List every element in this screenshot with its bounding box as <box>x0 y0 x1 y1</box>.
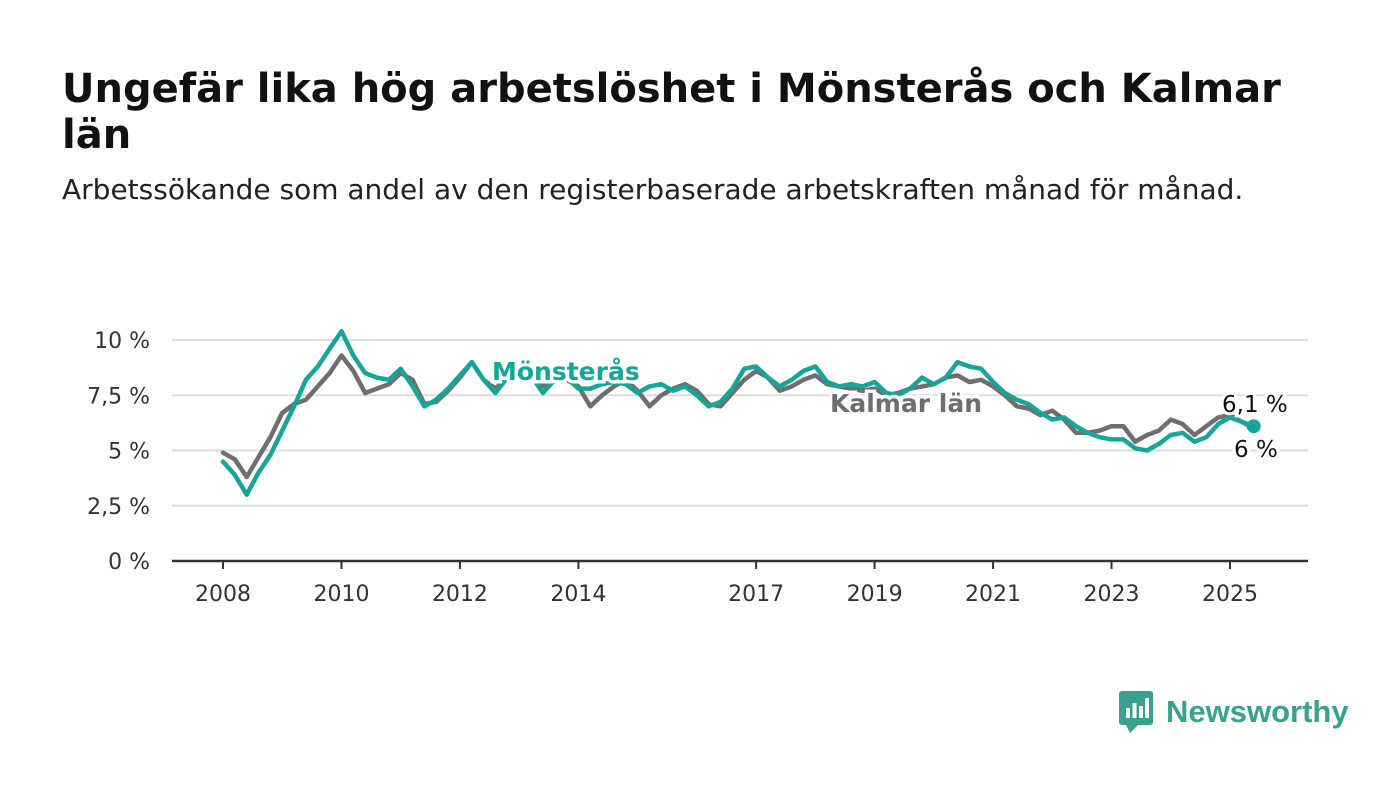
series-label-monsteras: Mönsterås <box>492 357 640 386</box>
y-tick-label: 7,5 % <box>87 384 150 409</box>
x-tick-label: 2017 <box>728 582 784 607</box>
series-labels: Mönsterås Kalmar län 6,1 % 6 % <box>489 354 1291 467</box>
x-tick-label: 2023 <box>1084 582 1140 607</box>
y-tick-label: 0 % <box>108 550 150 575</box>
end-value-label-kalmar-lan: 6 % <box>1234 437 1278 463</box>
series-label-kalmar-lan: Kalmar län <box>830 389 982 418</box>
x-tick-label: 2010 <box>313 582 369 607</box>
x-tick-label: 2008 <box>195 582 251 607</box>
brand-name: Newsworthy <box>1166 694 1349 729</box>
x-tick-label: 2014 <box>550 582 606 607</box>
x-tick-label: 2021 <box>965 582 1021 607</box>
series-end-marker <box>1246 419 1261 434</box>
x-tick-label: 2019 <box>847 582 903 607</box>
grid-lines <box>172 339 1308 507</box>
y-tick-label: 10 % <box>94 329 150 354</box>
end-value-label-monsteras: 6,1 % <box>1222 392 1288 418</box>
series-line-monsteras <box>220 328 1256 497</box>
y-tick-label: 2,5 % <box>87 495 150 520</box>
data-series <box>220 328 1261 497</box>
series-line-kalmar-lan <box>220 353 1256 480</box>
y-tick-label: 5 % <box>108 440 150 465</box>
chart-title: Ungefär lika hög arbetslöshet i Mönsterå… <box>62 66 1281 158</box>
newsworthy-logo: Newsworthy <box>1118 690 1349 734</box>
chart-subtitle: Arbetssökande som andel av den registerb… <box>62 173 1244 206</box>
x-tick-label: 2012 <box>432 582 488 607</box>
bar-chart-logo-icon <box>1119 691 1153 733</box>
x-tick-label: 2025 <box>1202 582 1258 607</box>
y-axis-ticks: 0 % 2,5 % 5 % 7,5 % 10 % <box>87 329 150 575</box>
x-axis: 2008 2010 2012 2014 2017 2019 2021 2023 2025 <box>172 559 1308 607</box>
